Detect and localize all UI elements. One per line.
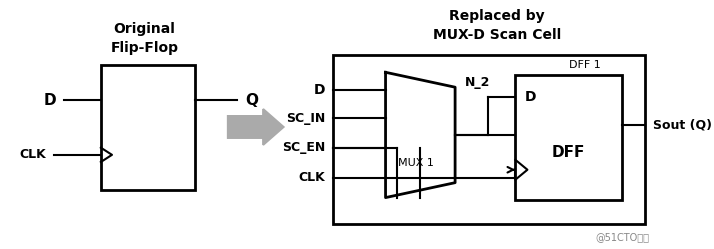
- Text: SC_IN: SC_IN: [286, 112, 326, 124]
- Bar: [101, 65, 196, 190]
- Text: CLK: CLK: [19, 148, 46, 161]
- Polygon shape: [386, 72, 455, 198]
- Text: D: D: [525, 90, 536, 104]
- Text: Sout (Q): Sout (Q): [653, 119, 712, 131]
- Text: CLK: CLK: [298, 171, 326, 184]
- Text: Original: Original: [114, 21, 176, 36]
- Text: Replaced by: Replaced by: [449, 9, 545, 23]
- Text: D: D: [44, 93, 56, 108]
- Bar: [516, 75, 622, 200]
- Text: MUX-D Scan Cell: MUX-D Scan Cell: [433, 28, 561, 43]
- Text: SC_EN: SC_EN: [282, 141, 326, 154]
- Bar: [333, 55, 645, 224]
- Text: MUX 1: MUX 1: [398, 158, 434, 168]
- Text: N_2: N_2: [464, 76, 490, 89]
- FancyArrow shape: [228, 109, 283, 145]
- Text: DFF: DFF: [552, 145, 585, 160]
- Text: D: D: [313, 83, 326, 97]
- Text: Flip-Flop: Flip-Flop: [111, 41, 178, 56]
- Text: @51CTO博客: @51CTO博客: [596, 232, 650, 242]
- Text: DFF 1: DFF 1: [569, 60, 600, 70]
- Text: Q: Q: [246, 93, 258, 108]
